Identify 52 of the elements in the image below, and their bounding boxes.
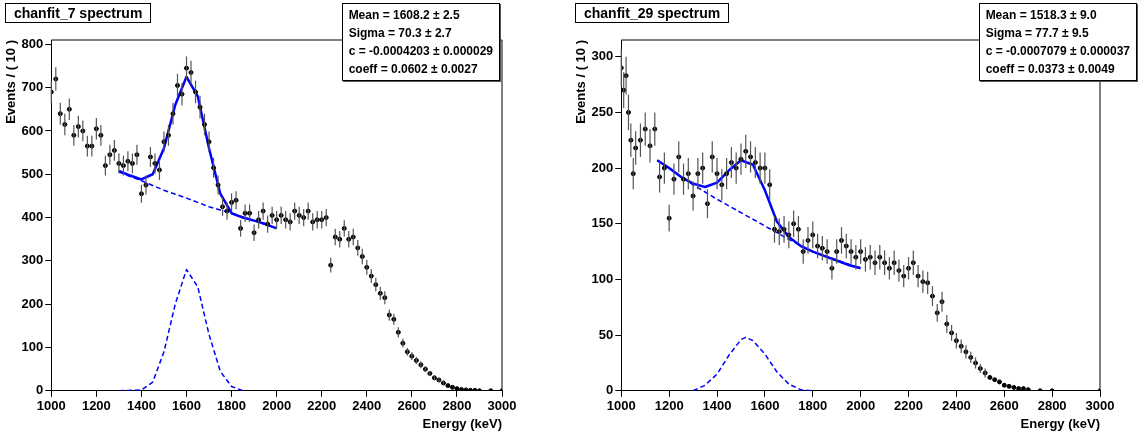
x-tick-label: 1400 bbox=[702, 398, 732, 414]
y-tick-label: 250 bbox=[591, 103, 614, 119]
x-tick-label: 2000 bbox=[262, 398, 292, 414]
x-tick-label: 1000 bbox=[36, 398, 66, 414]
y-tick-label: 300 bbox=[591, 48, 614, 64]
x-tick-label: 1000 bbox=[606, 398, 636, 414]
x-tick-label: 1600 bbox=[172, 398, 201, 414]
x-axis-title: Energy (keV) bbox=[422, 415, 502, 431]
x-tick-label: 2400 bbox=[352, 398, 382, 414]
chart-title: chanfit_7 spectrum bbox=[5, 3, 152, 23]
x-tick-label: 2200 bbox=[894, 398, 923, 414]
y-axis-title: Events / ( 10 ) bbox=[3, 40, 19, 124]
y-tick-label: 100 bbox=[21, 339, 44, 355]
y-tick-label: 200 bbox=[591, 159, 614, 175]
y-tick-label: 700 bbox=[21, 79, 44, 95]
x-tick-label: 2600 bbox=[989, 398, 1019, 414]
x-tick-label: 2000 bbox=[846, 398, 876, 414]
x-tick-label: 1600 bbox=[750, 398, 780, 414]
x-tick-label: 2400 bbox=[941, 398, 971, 414]
y-tick-label: 0 bbox=[36, 382, 44, 398]
y-tick-label: 300 bbox=[21, 252, 44, 268]
text: Mean = 1518.3 ± 9.0 bbox=[985, 7, 1098, 24]
x-tick-label: 1800 bbox=[217, 398, 247, 414]
x-tick-label: 3000 bbox=[487, 398, 517, 414]
x-tick-label: 2600 bbox=[397, 398, 427, 414]
annotation: coeff = 0.0373 ± 0.0049 bbox=[985, 61, 1116, 78]
x-tick-label: 1800 bbox=[798, 398, 828, 414]
y-tick-label: 100 bbox=[591, 271, 614, 287]
annotation: coeff = 0.0602 ± 0.0027 bbox=[348, 61, 479, 78]
y-tick-label: 800 bbox=[21, 35, 44, 51]
x-tick-label: 2800 bbox=[1037, 398, 1067, 414]
text: Sigma = 77.7 ± 9.5 bbox=[985, 25, 1090, 42]
x-tick-label: 3000 bbox=[1085, 398, 1115, 414]
x-tick-label: 1400 bbox=[126, 398, 156, 414]
x-tick-label: 1200 bbox=[654, 398, 684, 414]
annotation: c = -0.0004203 ± 0.000029 bbox=[348, 43, 493, 60]
y-tick-label: 50 bbox=[598, 326, 614, 342]
chart-title: chanfit_29 spectrum bbox=[575, 3, 730, 23]
y-axis-title: Events / ( 10 ) bbox=[573, 40, 589, 124]
text: Mean = 1608.2 ± 2.5 bbox=[348, 7, 461, 24]
x-tick-label: 2800 bbox=[442, 398, 472, 414]
y-tick-label: 200 bbox=[21, 295, 44, 311]
y-tick-label: 150 bbox=[591, 215, 614, 231]
y-tick-label: 500 bbox=[21, 165, 44, 181]
x-axis-title: Energy (keV) bbox=[1020, 415, 1100, 431]
x-tick-label: 2200 bbox=[307, 398, 337, 414]
annotation: c = -0.0007079 ± 0.000037 bbox=[985, 43, 1130, 60]
y-tick-label: 400 bbox=[21, 209, 44, 225]
y-tick-label: 600 bbox=[21, 122, 44, 138]
y-tick-label: 0 bbox=[606, 382, 614, 398]
x-tick-label: 1200 bbox=[81, 398, 111, 414]
annotation: Sigma = 70.3 ± 2.7 bbox=[348, 25, 453, 42]
